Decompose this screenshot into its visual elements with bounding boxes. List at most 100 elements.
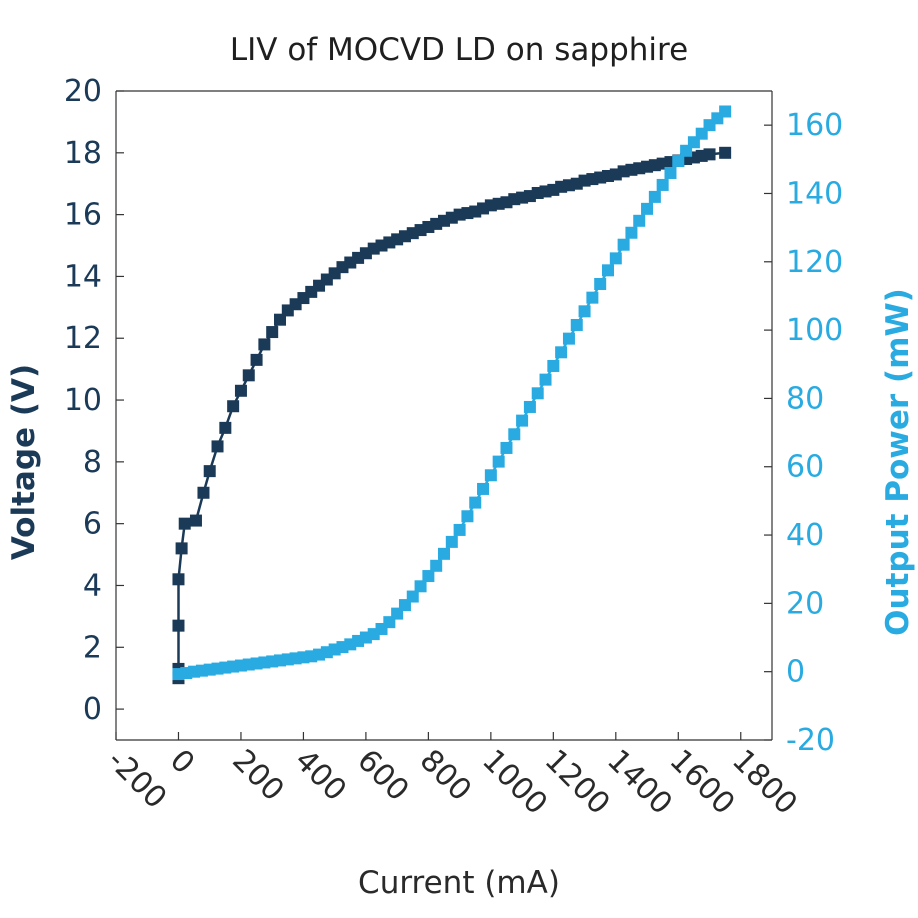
voltage-point (175, 542, 188, 555)
series-voltage (172, 146, 732, 685)
y-tick-label: 2 (83, 630, 102, 665)
voltage-point (266, 326, 279, 339)
y2-tick-label: 0 (786, 655, 805, 690)
y2-tick-label: 120 (786, 245, 843, 280)
power-point (539, 373, 552, 386)
power-point (656, 178, 669, 191)
power-point (523, 400, 536, 413)
voltage-point (234, 384, 247, 397)
voltage-point (189, 514, 202, 527)
voltage-point (719, 146, 732, 159)
power-point (719, 105, 732, 118)
y2-tick-label: 100 (786, 313, 843, 348)
y-tick-label: 14 (64, 259, 102, 294)
voltage-point (219, 421, 232, 434)
power-point (422, 570, 435, 583)
power-point (508, 428, 521, 441)
x-tick-label: 1600 (663, 743, 742, 822)
power-point (586, 291, 599, 304)
voltage-point (211, 440, 224, 453)
power-point (633, 214, 646, 227)
power-point (664, 166, 677, 179)
power-point (250, 657, 263, 670)
voltage-point (178, 517, 191, 530)
y-tick-label: 6 (83, 507, 102, 542)
power-point (578, 305, 591, 318)
x-tick-label: 0 (163, 743, 201, 781)
y-tick-label: 0 (83, 692, 102, 727)
power-point (445, 535, 458, 548)
y2-tick-label: 40 (786, 518, 824, 553)
power-point (648, 190, 661, 203)
power-point (516, 414, 529, 427)
power-point (594, 277, 607, 290)
x-tick-label: 1000 (475, 743, 554, 822)
chart-title: LIV of MOCVD LD on sapphire (230, 32, 688, 68)
power-point (641, 202, 654, 215)
power-point (469, 496, 482, 509)
y2-tick-label: 20 (786, 586, 824, 621)
power-point (430, 559, 443, 572)
y2-axis-ticks: -20 0 20 40 60 80 100 120 140 160 (764, 108, 843, 758)
x-tick-label: 200 (225, 743, 290, 808)
voltage-point (703, 148, 716, 161)
y-tick-label: 12 (64, 321, 102, 356)
power-point (500, 441, 513, 454)
power-point (695, 127, 708, 140)
y2-tick-label: 60 (786, 450, 824, 485)
power-point (555, 346, 568, 359)
y-axis-label: Voltage (V) (6, 364, 42, 560)
voltage-point (258, 338, 271, 351)
power-point (547, 359, 560, 372)
plot-axes (115, 90, 773, 741)
power-line (178, 110, 726, 676)
power-point (492, 455, 505, 468)
power-point (484, 469, 497, 482)
y-tick-label: 18 (64, 136, 102, 171)
power-point (477, 482, 490, 495)
y2-axis-label: Output Power (mW) (880, 288, 916, 636)
y-tick-label: 4 (83, 568, 102, 603)
power-point (609, 252, 622, 265)
y-axis-ticks: 0 2 4 6 8 10 12 14 16 18 20 (64, 74, 124, 727)
series-power (172, 105, 732, 681)
y2-tick-label: 140 (786, 176, 843, 211)
y2-tick-label: -20 (786, 723, 835, 758)
voltage-point (197, 486, 210, 499)
x-tick-label: -200 (100, 743, 173, 816)
power-point (625, 226, 638, 239)
x-tick-label: 600 (350, 743, 415, 808)
power-point (461, 510, 474, 523)
voltage-point (242, 369, 255, 382)
y2-tick-label: 160 (786, 108, 843, 143)
x-tick-label: 400 (288, 743, 353, 808)
power-point (438, 547, 450, 560)
y-tick-label: 20 (64, 74, 102, 109)
voltage-point (203, 465, 216, 478)
y-tick-label: 16 (64, 198, 102, 233)
y-tick-label: 8 (83, 445, 102, 480)
power-point (453, 523, 466, 536)
y2-tick-label: 80 (786, 381, 824, 416)
voltage-point (227, 400, 240, 413)
voltage-point (172, 619, 185, 632)
power-point (406, 590, 419, 603)
power-point (570, 318, 583, 331)
power-point (531, 387, 544, 400)
voltage-point (274, 313, 286, 326)
power-point (672, 155, 685, 168)
power-point (617, 238, 630, 251)
x-tick-label: 800 (413, 743, 478, 808)
voltage-point (172, 573, 185, 586)
power-point (562, 332, 575, 345)
x-tick-label: 1200 (538, 743, 617, 822)
x-tick-label: 1400 (600, 743, 679, 822)
voltage-line (177, 151, 726, 679)
x-axis-label: Current (mA) (358, 865, 560, 901)
power-point (414, 580, 427, 593)
y-tick-label: 10 (64, 383, 102, 418)
voltage-point (250, 353, 263, 366)
power-point (602, 264, 614, 277)
